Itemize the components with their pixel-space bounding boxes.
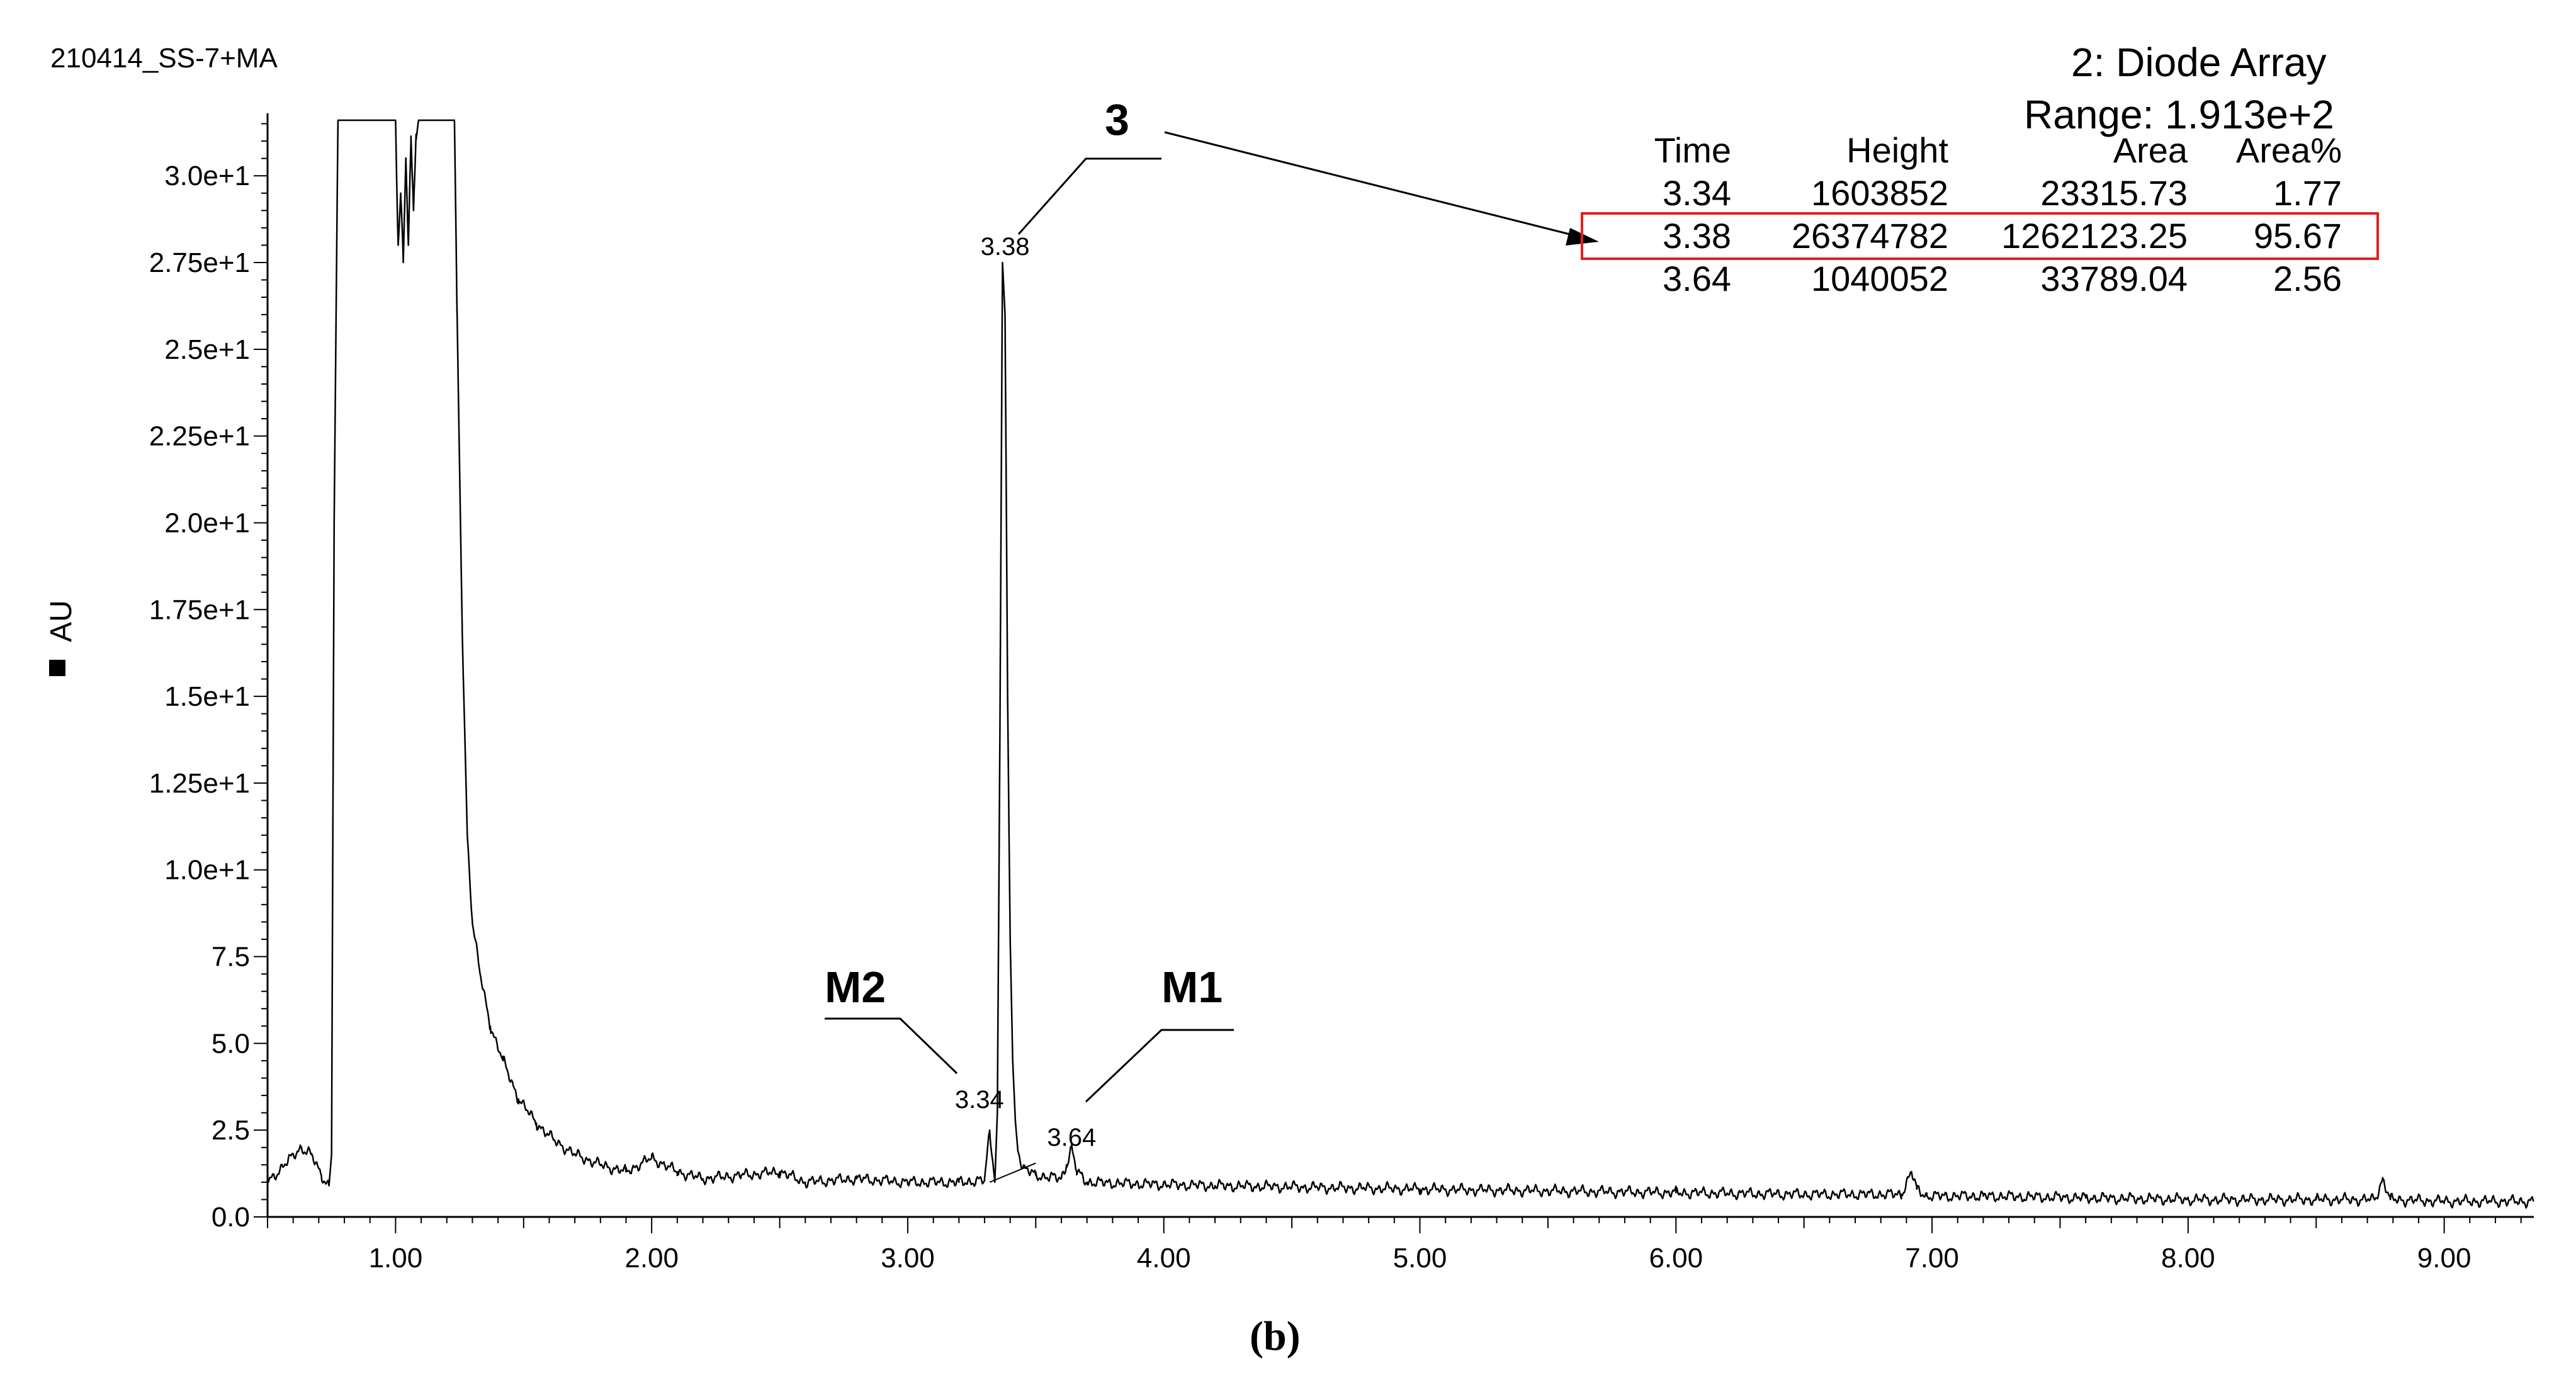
y-tick-label: 5.0 (212, 1028, 250, 1059)
y-tick-label: 2.0e+1 (164, 507, 250, 538)
y-tick-label: 1.5e+1 (164, 681, 250, 712)
y-tick-label: 2.75e+1 (149, 247, 250, 278)
peak-table-header-cell: Time (1654, 130, 1731, 170)
panel-label: (b) (1250, 1313, 1301, 1359)
x-tick-label: 3.00 (881, 1243, 935, 1274)
y-axis-label: AU (45, 600, 78, 642)
peak-table-cell: 3.38 (1663, 216, 1731, 256)
integration-baseline (989, 1162, 1036, 1183)
peak-table-cell: 26374782 (1791, 216, 1948, 256)
peak-table-cell: 2.56 (2273, 259, 2342, 298)
y-tick-label: 3.0e+1 (164, 161, 250, 191)
range-label: Range: 1.913e+2 (2024, 92, 2334, 137)
peak-table-cell: 3.34 (1663, 173, 1731, 213)
x-tick-label: 5.00 (1393, 1243, 1447, 1274)
peak-table-cell: 1603852 (1811, 173, 1948, 213)
y-tick-label: 0.0 (212, 1202, 250, 1233)
peak-table-cell: 1040052 (1811, 259, 1948, 298)
peak-table-header-cell: Height (1846, 130, 1948, 170)
callout-m1: M1 (1161, 963, 1223, 1012)
x-tick-label: 8.00 (2161, 1243, 2215, 1274)
peak-table-cell: 33789.04 (2040, 259, 2188, 298)
peak-table: Time Height Area Area% 3.34 1603852 2331… (1581, 129, 2379, 300)
y-tick-label: 1.0e+1 (164, 855, 250, 886)
peak-table-cell: 1262123.25 (2001, 216, 2188, 256)
x-tick-label: 4.00 (1137, 1243, 1191, 1274)
sample-name: 210414_SS-7+MA (50, 43, 278, 74)
chromatogram-trace (266, 119, 2534, 1209)
x-tick-label: 9.00 (2417, 1243, 2471, 1274)
peak-table-cell: 95.67 (2253, 216, 2342, 256)
peak-table-row: 3.34 1603852 23315.73 1.77 (1612, 172, 2376, 215)
peak-table-row-highlighted: 3.38 26374782 1262123.25 95.67 (1581, 212, 2379, 260)
x-tick-label: 1.00 (369, 1243, 423, 1274)
peak-table-row: 3.64 1040052 33789.04 2.56 (1612, 257, 2376, 300)
peak-table-header-cell: Area% (2235, 130, 2342, 170)
chart-ticks: 1.00 2.00 3.00 4.00 5.00 6.00 7.00 8.00 9.00 0.0 2… (149, 123, 2522, 1274)
callout-leader-m1 (1085, 1029, 1234, 1103)
callout-arrowhead (1566, 228, 1599, 246)
callout-leader-main (1017, 157, 1161, 235)
y-tick-label: 2.5 (212, 1115, 250, 1146)
chromatogram-line (266, 119, 2534, 1209)
peak-table-cell: 3.64 (1663, 259, 1731, 298)
callout-main-peak: 3 (1105, 95, 1129, 144)
callout-arrow-line (1164, 131, 1578, 237)
peak-table-header: Time Height Area Area% (1612, 129, 2376, 172)
peak-label: 3.34 (955, 1086, 1004, 1114)
chart-annotations: 3.34 3.38 3.64 (825, 131, 1599, 1151)
y-tick-label: 7.5 (212, 942, 250, 973)
y-tick-label: 1.25e+1 (149, 768, 250, 799)
y-tick-label: 1.75e+1 (149, 594, 250, 625)
x-tick-label: 2.00 (624, 1243, 679, 1274)
x-tick-label: 7.00 (1905, 1243, 1959, 1274)
x-tick-label: 6.00 (1649, 1243, 1703, 1274)
callout-leader-m2 (825, 1017, 958, 1075)
y-tick-label: 2.25e+1 (149, 421, 250, 452)
peak-table-header-cell: Area (2113, 130, 2188, 170)
peak-table-cell: 23315.73 (2040, 173, 2188, 213)
y-axis-marker-icon (49, 660, 65, 676)
chart-title: 2: Diode Array (2071, 40, 2327, 85)
callout-m2: M2 (825, 963, 886, 1012)
y-tick-label: 2.5e+1 (164, 334, 250, 365)
peak-table-cell: 1.77 (2273, 173, 2342, 213)
peak-label: 3.38 (981, 233, 1030, 261)
peak-label: 3.64 (1047, 1124, 1096, 1151)
